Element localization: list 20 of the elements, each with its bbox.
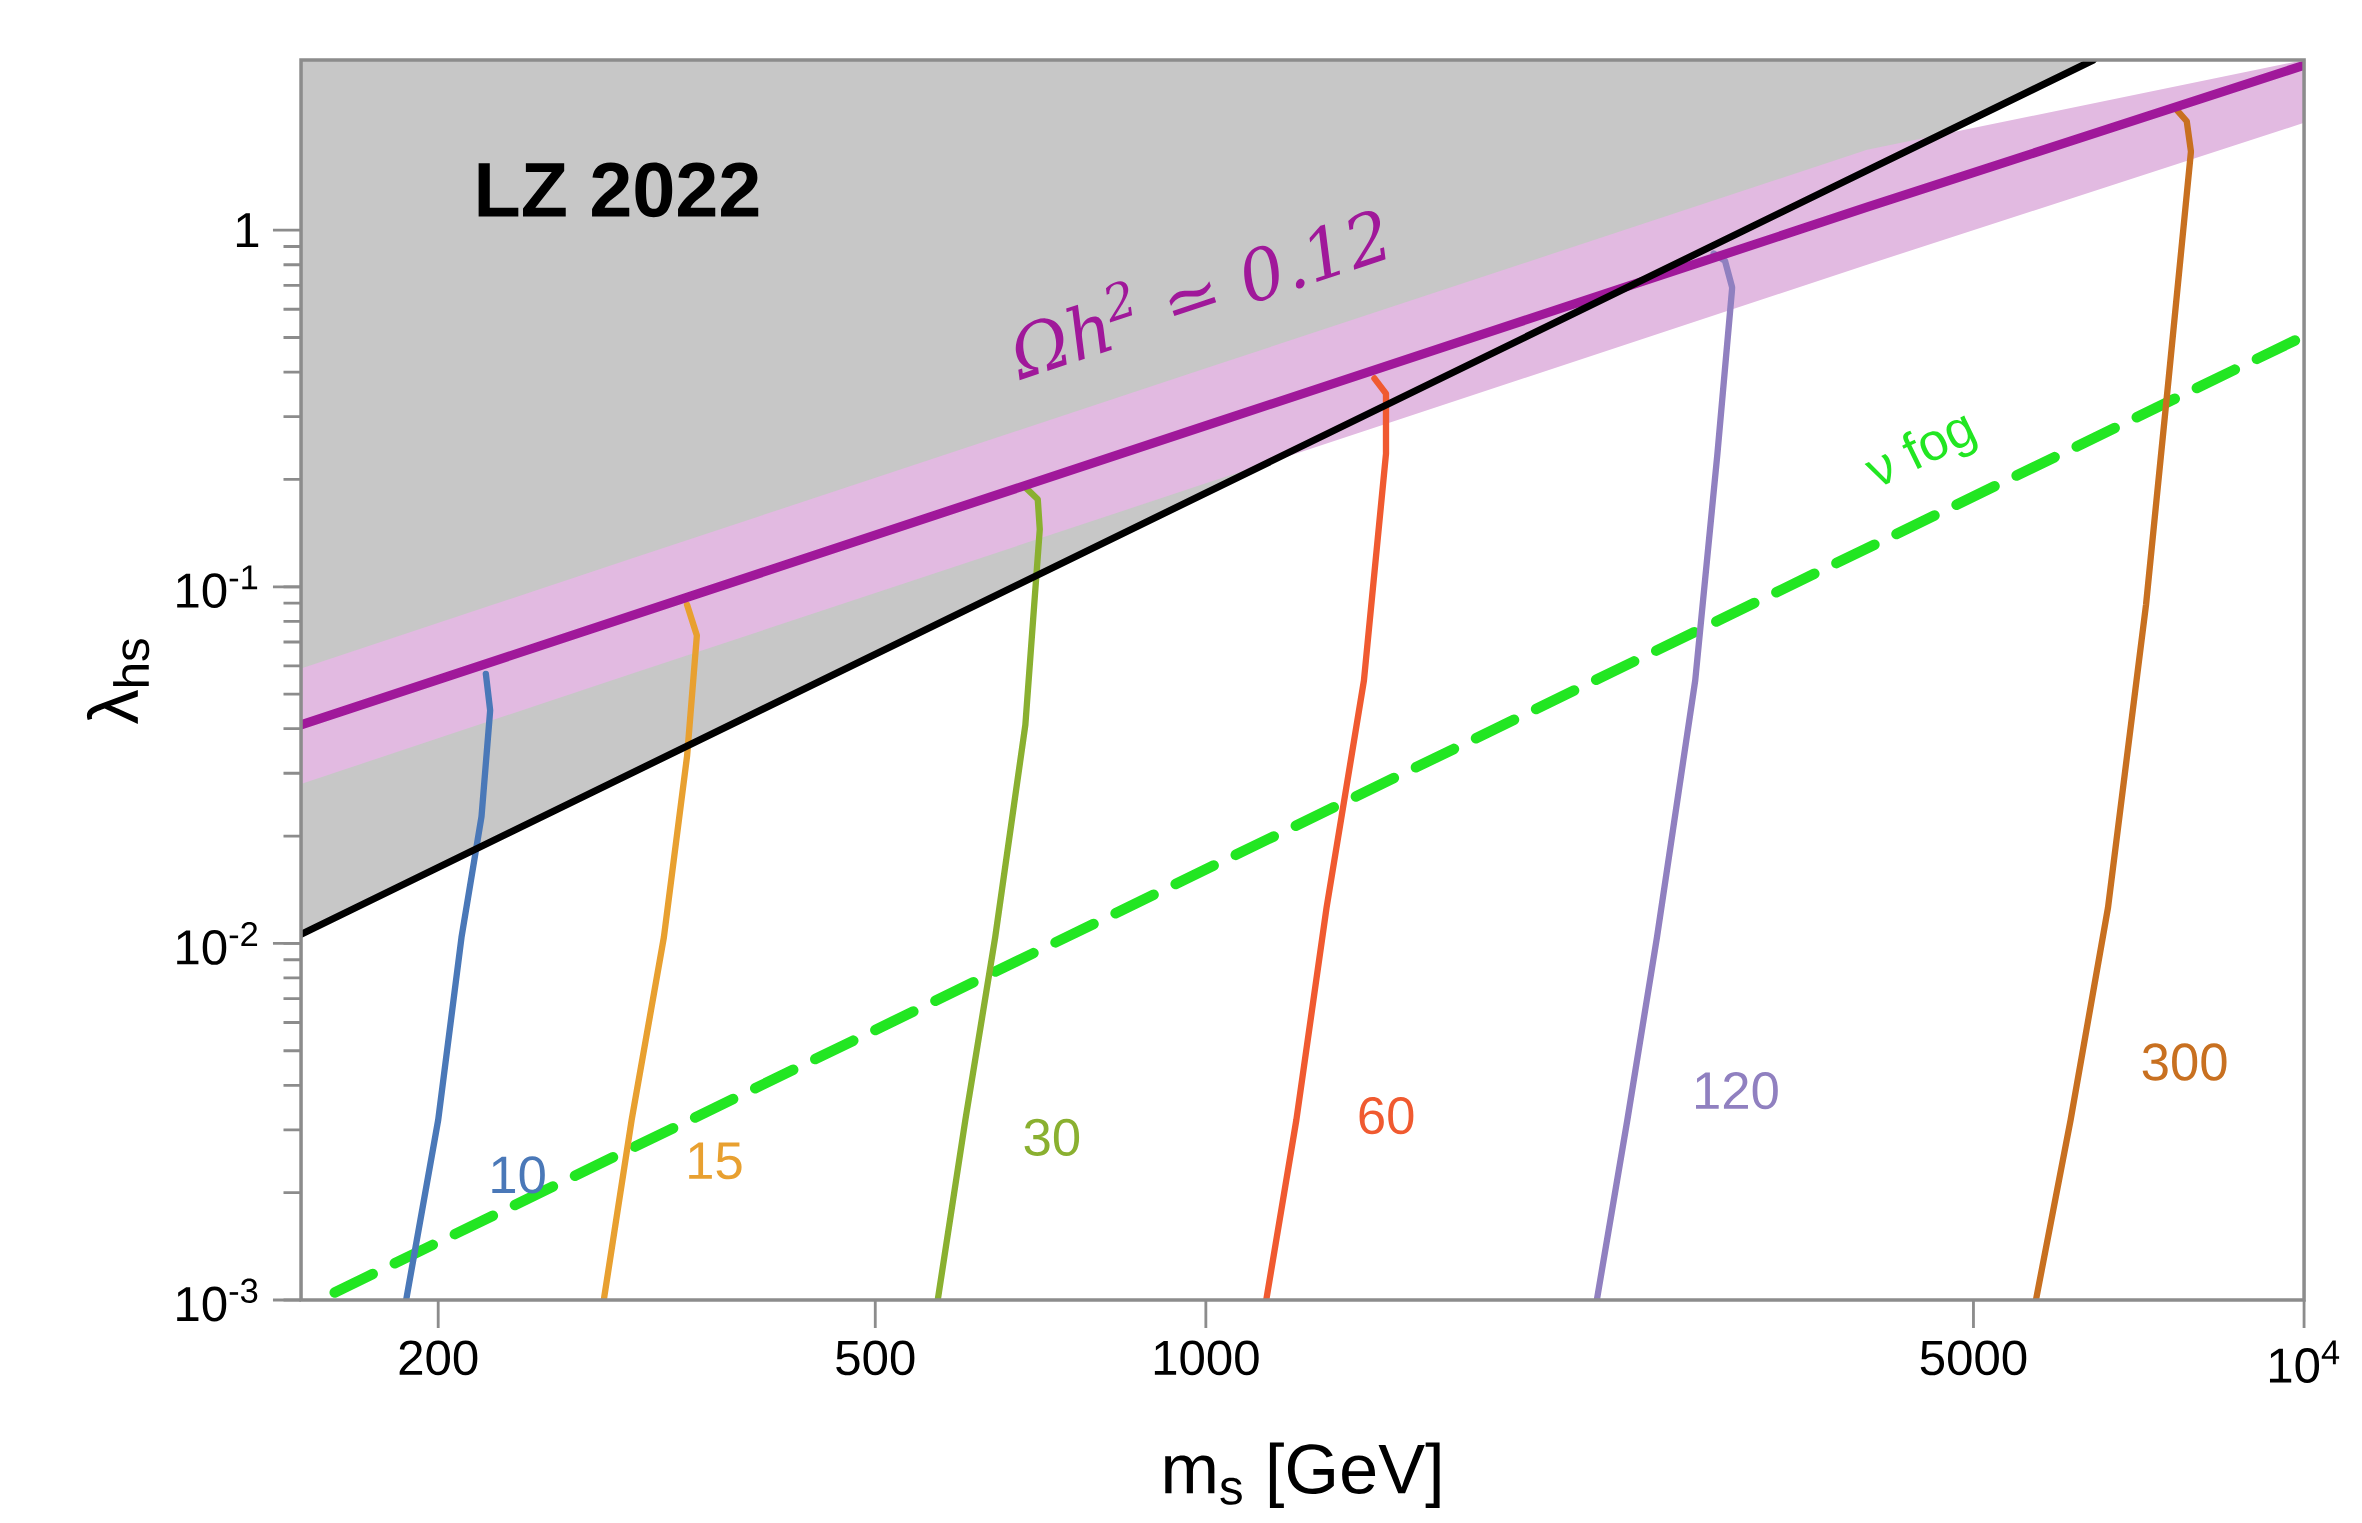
y-tick-label: 10$^{-3}$ [177, 1278, 258, 1322]
y-tick-label: 1 [236, 213, 259, 248]
series-label: 60 [1359, 1097, 1414, 1135]
x-tick-label: 5000 [1920, 1340, 2027, 1376]
y-tick-label: 10$^{-1}$ [177, 565, 258, 609]
series-label: 10 [492, 1156, 545, 1194]
text: ν fog [1864, 415, 1978, 485]
series-label: 30 [1024, 1118, 1080, 1157]
x-tick-label: 10$^{4}$ [2269, 1340, 2340, 1383]
text: LZ 2022 [478, 162, 759, 218]
series-label: 15 [689, 1142, 742, 1180]
y-axis-title: λ$_{hs}$ [86, 639, 150, 724]
x-tick-label: 1000 [1154, 1340, 1259, 1376]
text: Ωh$^{2}$ ≃ 0.12 [1015, 210, 1386, 381]
y-tick-label: 10$^{-2}$ [177, 921, 258, 965]
x-tick-label: 200 [399, 1340, 478, 1376]
x-tick-label: 500 [836, 1340, 915, 1376]
series-label: 120 [1696, 1071, 1778, 1110]
series-label: 300 [2142, 1043, 2227, 1081]
x-axis-title: m$_{s}$ [GeV] [1165, 1442, 1440, 1508]
